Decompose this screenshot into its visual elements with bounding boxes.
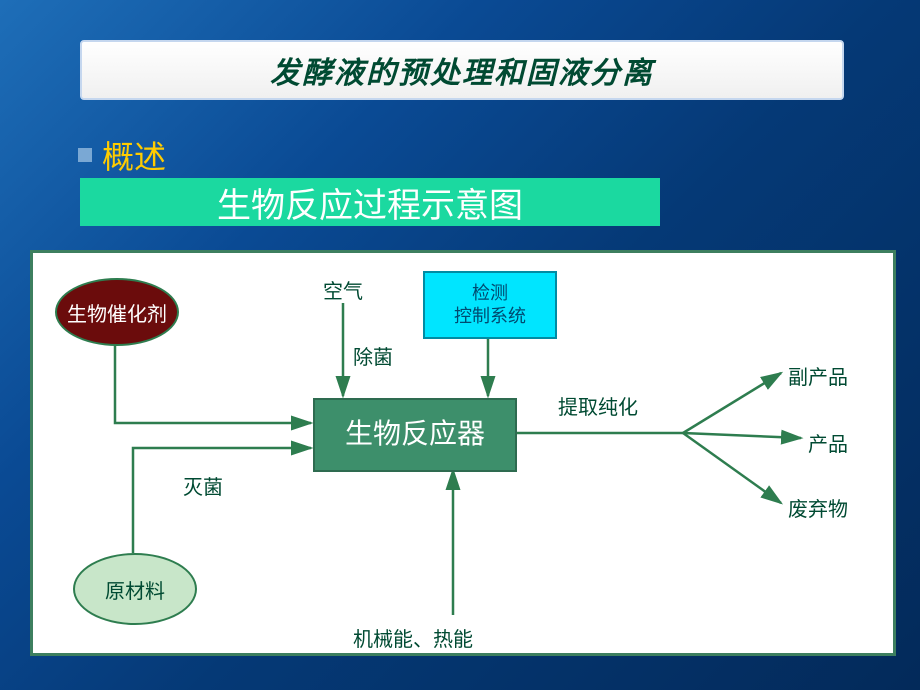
node-control: 检测 控制系统 (423, 271, 557, 339)
edge-out-product (683, 433, 801, 438)
node-catalyst-label: 生物催化剂 (67, 298, 167, 327)
edge-raw-reactor (133, 448, 311, 553)
diagram-canvas: 生物催化剂 原材料 检测 控制系统 生物反应器 空气 除菌 灭菌 机械能、热能 … (30, 250, 896, 656)
label-air: 空气 (323, 275, 363, 304)
edge-out-waste (683, 433, 781, 503)
edge-out-byproduct (683, 373, 781, 433)
label-purify: 提取纯化 (558, 391, 638, 420)
subtitle-bar: 生物反应过程示意图 (80, 178, 660, 226)
label-product: 产品 (808, 428, 848, 457)
label-byproduct: 副产品 (788, 361, 848, 390)
node-control-label: 检测 控制系统 (454, 282, 526, 329)
bullet-icon (78, 148, 92, 162)
label-kill: 灭菌 (183, 471, 223, 500)
slide-title: 发酵液的预处理和固液分离 (270, 48, 654, 92)
node-reactor: 生物反应器 (313, 398, 517, 472)
label-waste: 废弃物 (788, 493, 848, 522)
slide: 发酵液的预处理和固液分离 概述 生物反应过程示意图 (0, 0, 920, 690)
node-raw-label: 原材料 (105, 575, 165, 604)
node-raw: 原材料 (73, 553, 197, 625)
label-sterile: 除菌 (353, 341, 393, 370)
subtitle-text: 生物反应过程示意图 (217, 178, 523, 227)
node-catalyst: 生物催化剂 (55, 278, 179, 346)
node-reactor-label: 生物反应器 (345, 417, 485, 453)
title-box: 发酵液的预处理和固液分离 (80, 40, 844, 100)
edge-catalyst-reactor (115, 342, 311, 423)
overview-label: 概述 (102, 132, 166, 178)
label-energy: 机械能、热能 (353, 623, 473, 652)
